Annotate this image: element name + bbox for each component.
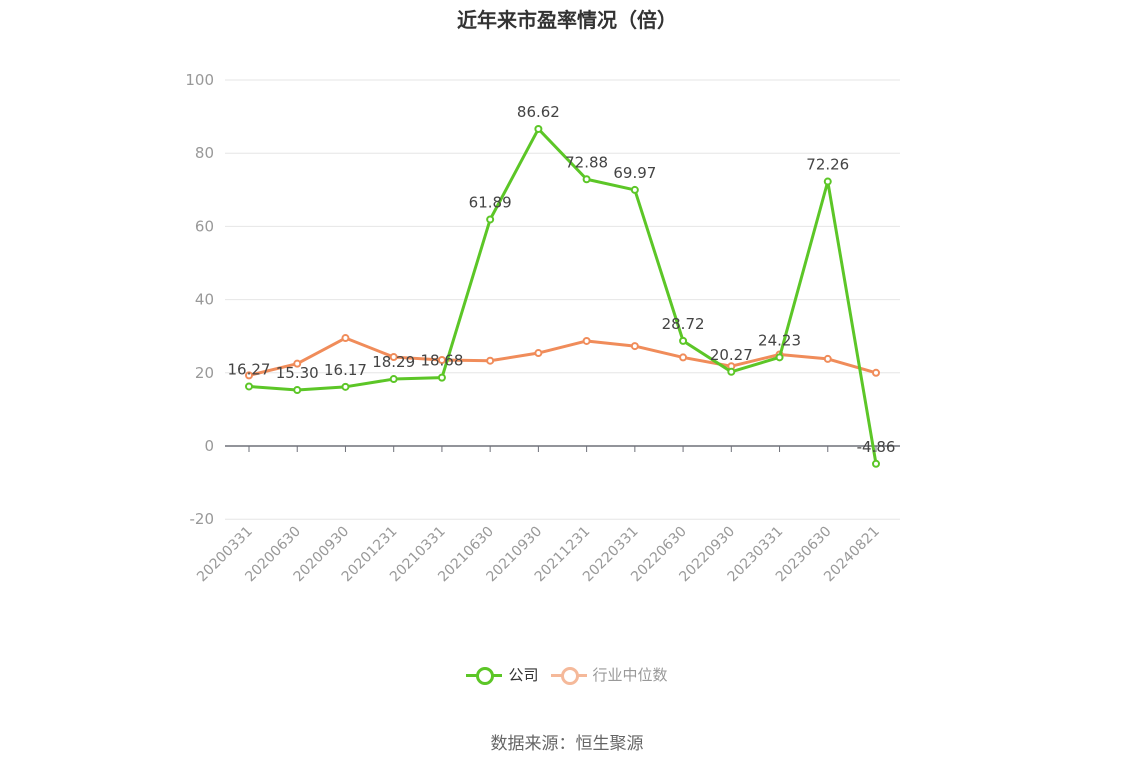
data-point-industry <box>582 336 591 345</box>
data-label-company: 24.23 <box>758 331 801 349</box>
data-label-company: 86.62 <box>517 103 560 121</box>
data-point-company <box>823 177 832 186</box>
data-point-company <box>582 175 591 184</box>
data-point-industry <box>293 359 302 368</box>
y-tick-label: 40 <box>195 291 214 309</box>
series-line-company <box>248 127 878 465</box>
y-tick-label: 60 <box>195 217 214 235</box>
data-point-company <box>486 215 495 224</box>
legend-item-industry[interactable]: 行业中位数 <box>550 664 668 685</box>
data-source: 数据来源：恒生聚源 <box>490 734 644 754</box>
data-label-company: 20.27 <box>710 346 753 364</box>
legend-label-company: 公司 <box>508 666 539 684</box>
line-chart: -200204060801002020033120200630202009302… <box>185 71 900 585</box>
legend-marker-industry <box>550 665 587 685</box>
data-point-industry <box>823 354 832 363</box>
series-line-industry <box>248 336 877 377</box>
data-point-company <box>341 382 350 391</box>
series-layer <box>245 124 880 468</box>
y-tick-label: 20 <box>195 364 214 382</box>
data-point-industry <box>437 355 446 364</box>
data-point-company <box>872 459 880 468</box>
data-label-company: -4.86 <box>857 438 896 456</box>
y-tick-label: 0 <box>204 437 214 455</box>
grid-layer <box>225 79 900 520</box>
legend-item-company[interactable]: 公司 <box>466 664 539 685</box>
data-point-industry <box>389 353 398 362</box>
data-label-company: 16.27 <box>228 360 271 378</box>
data-label-company: 69.97 <box>613 164 656 182</box>
data-point-industry <box>630 342 639 351</box>
data-label-company: 16.17 <box>324 361 367 379</box>
y-tick-label: -20 <box>190 510 215 528</box>
data-point-company <box>775 353 784 362</box>
data-label-company: 72.88 <box>565 153 608 171</box>
y-tick-label: 100 <box>185 71 214 89</box>
y-tick-label: 80 <box>195 144 214 162</box>
data-point-company <box>679 336 688 345</box>
data-point-company <box>727 367 736 376</box>
data-point-company <box>630 185 639 194</box>
data-label-company: 28.72 <box>662 315 705 333</box>
data-point-company <box>534 124 543 133</box>
data-point-industry <box>534 349 543 358</box>
legend-label-industry: 行业中位数 <box>592 666 668 684</box>
data-point-company <box>389 375 398 384</box>
data-label-company: 15.30 <box>276 364 319 382</box>
axis-layer: -200204060801002020033120200630202009302… <box>185 71 900 585</box>
label-layer: 16.27 15.30 16.17 18.29 18.68 61.89 86.62 72.88… <box>228 103 896 456</box>
data-point-industry <box>341 334 350 343</box>
data-point-industry <box>872 368 880 377</box>
data-label-company: 18.68 <box>420 352 463 370</box>
legend: 公司 行业中位数 <box>0 664 1134 685</box>
data-label-company: 72.26 <box>806 156 849 174</box>
data-label-company: 61.89 <box>469 193 512 211</box>
data-point-industry <box>245 371 253 380</box>
data-point-company <box>245 382 253 391</box>
data-point-company <box>293 386 302 395</box>
data-point-industry <box>486 356 495 365</box>
legend-marker-company <box>466 665 503 685</box>
data-label-company: 18.29 <box>372 353 415 371</box>
chart-title: 近年来市盈率情况（倍） <box>457 8 677 32</box>
data-point-industry <box>679 353 688 362</box>
data-point-company <box>437 373 446 382</box>
